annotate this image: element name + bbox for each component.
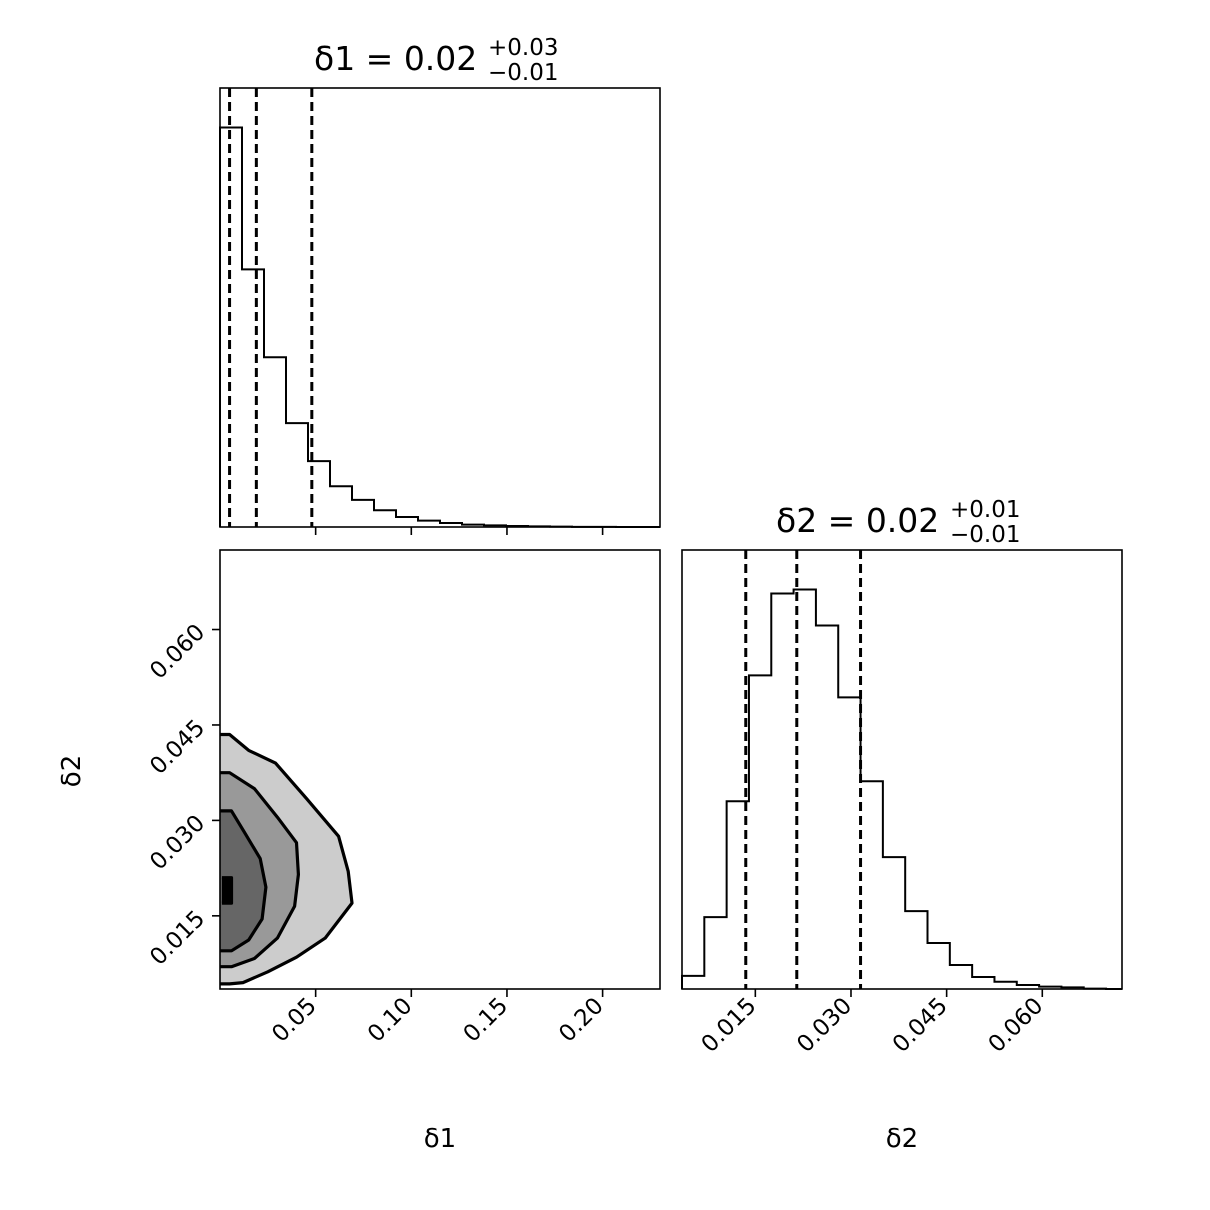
contour-fill-level-4 — [221, 877, 232, 904]
axes-frame-delta1 — [219, 87, 661, 528]
contour-line-level-1 — [220, 732, 354, 986]
contour-line-level-3 — [220, 809, 268, 953]
y-axis-label-delta2: δ2 — [57, 755, 87, 787]
x-axis-label-delta2: δ2 — [886, 1124, 918, 1154]
title-delta2-sub: −0.01 — [950, 522, 1020, 548]
title-delta1-sup: +0.03 — [488, 35, 558, 61]
title-delta1-sub: −0.01 — [488, 60, 558, 86]
x-axis-label-delta1: δ1 — [424, 1124, 456, 1154]
contour-fill-level-3 — [220, 810, 266, 951]
contour-line-level-2 — [220, 771, 300, 969]
marginal-histogram-delta1: δ1 = 0.02 +0.03 −0.01 — [219, 35, 661, 535]
title-delta2-main: δ2 = 0.02 — [776, 501, 939, 540]
histogram-delta2-marks — [681, 550, 1122, 990]
title-delta1-main: δ1 = 0.02 — [314, 39, 477, 78]
contour-marks — [220, 732, 354, 986]
x-ticks-delta1-top — [314, 527, 604, 535]
axes-frame-delta2 — [681, 549, 1123, 990]
title-delta2-sup: +0.01 — [950, 497, 1020, 523]
contour-line-level-4 — [221, 876, 234, 905]
hist-delta2-step-line — [681, 588, 1122, 990]
axes-frame-joint — [219, 549, 661, 990]
